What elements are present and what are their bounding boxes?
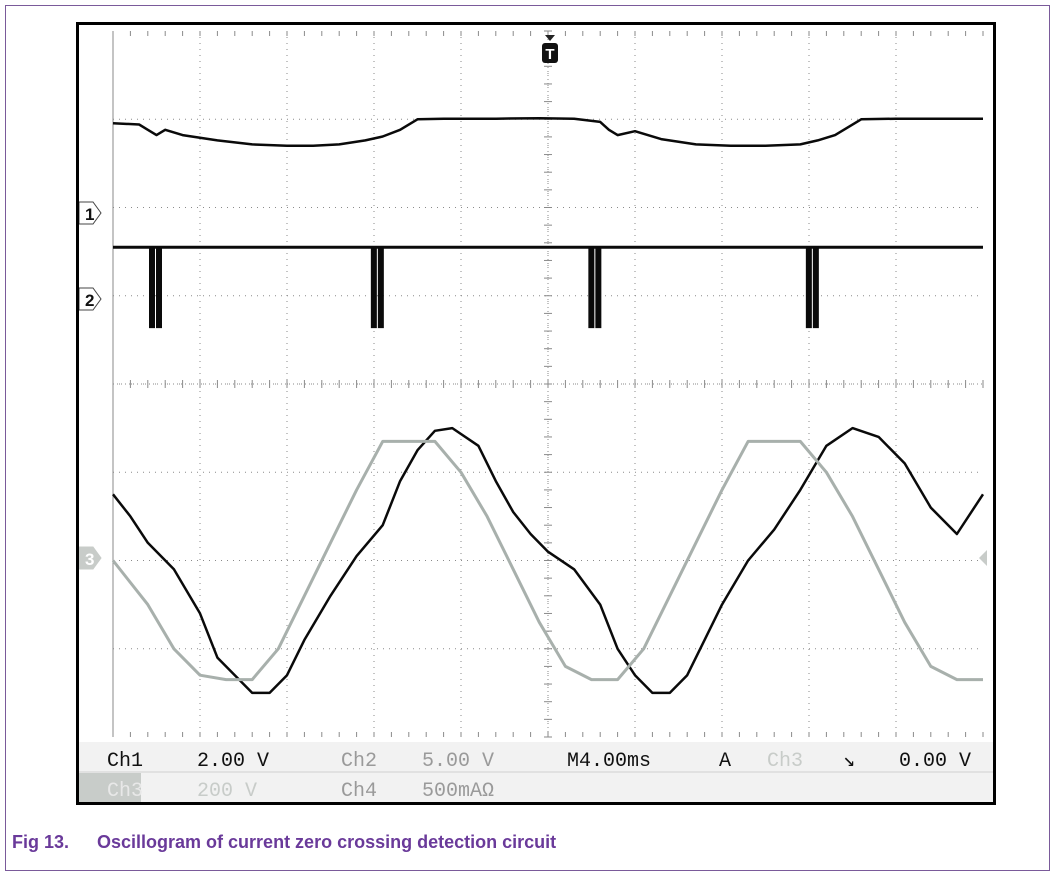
ch2-value: 5.00 V — [422, 750, 494, 773]
voltage-sine-trace — [111, 439, 983, 682]
channel-marker-2-label: 2 — [85, 291, 94, 310]
ch3-label-box — [79, 773, 141, 802]
trigger-source: Ch3 — [767, 750, 803, 773]
ch4-value: 500mAΩ — [422, 780, 494, 802]
ch1-label: Ch1 — [107, 750, 143, 773]
oscilloscope-screen: T 1 2 3 Ch1 2.00 V Ch2 5.00 V M4.00ms A … — [79, 25, 993, 802]
traces — [111, 116, 985, 695]
trigger-marker-label: T — [545, 46, 554, 63]
trigger-marker: T — [542, 35, 558, 63]
figure-frame — [5, 5, 1050, 871]
ch4-label: Ch4 — [341, 780, 377, 802]
channel-marker-3-label: 3 — [85, 550, 94, 569]
graticule — [112, 30, 984, 738]
ch3-label: Ch3 — [107, 780, 143, 802]
channel-3-right-marker — [979, 550, 987, 566]
ch3-value: 200 V — [197, 780, 257, 802]
channel-marker-3: 3 — [79, 546, 102, 570]
channel-marker-2: 2 — [79, 287, 102, 311]
figure-number: Fig 13. — [12, 832, 70, 852]
pulse-train-trace — [113, 245, 983, 329]
channel-marker-1-label: 1 — [85, 205, 94, 224]
top-waveform-trace — [112, 116, 983, 147]
timebase-readout: M4.00ms — [567, 750, 651, 773]
readout-panel: Ch1 2.00 V Ch2 5.00 V M4.00ms A Ch3 ↘ 0.… — [79, 742, 993, 802]
ch2-label: Ch2 — [341, 750, 377, 773]
screen-background — [79, 25, 993, 802]
current-sine-trace — [112, 426, 985, 695]
figure-caption: Fig 13. Oscillogram of current zero cross… — [12, 832, 556, 853]
trigger-slope-icon: ↘ — [843, 750, 855, 773]
figure-caption-text: Oscillogram of current zero crossing det… — [97, 832, 557, 852]
trigger-mode: A — [719, 750, 731, 773]
channel-marker-1: 1 — [79, 201, 102, 225]
trigger-level: 0.00 V — [899, 750, 971, 773]
ch1-value: 2.00 V — [197, 750, 269, 773]
